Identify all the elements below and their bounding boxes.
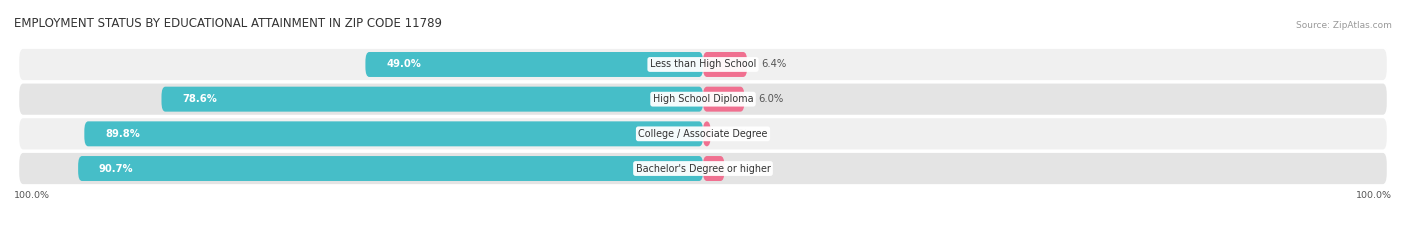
Text: College / Associate Degree: College / Associate Degree: [638, 129, 768, 139]
Text: Bachelor's Degree or higher: Bachelor's Degree or higher: [636, 164, 770, 174]
Text: 3.1%: 3.1%: [738, 164, 763, 174]
FancyBboxPatch shape: [18, 48, 1388, 81]
Text: Less than High School: Less than High School: [650, 59, 756, 69]
Text: Source: ZipAtlas.com: Source: ZipAtlas.com: [1296, 21, 1392, 30]
Text: 100.0%: 100.0%: [1355, 191, 1392, 200]
FancyBboxPatch shape: [84, 121, 703, 146]
Text: 100.0%: 100.0%: [14, 191, 51, 200]
Text: 49.0%: 49.0%: [387, 59, 420, 69]
Text: 6.4%: 6.4%: [761, 59, 786, 69]
Text: EMPLOYMENT STATUS BY EDUCATIONAL ATTAINMENT IN ZIP CODE 11789: EMPLOYMENT STATUS BY EDUCATIONAL ATTAINM…: [14, 17, 441, 30]
Text: 1.1%: 1.1%: [724, 129, 749, 139]
Text: High School Diploma: High School Diploma: [652, 94, 754, 104]
FancyBboxPatch shape: [703, 52, 747, 77]
FancyBboxPatch shape: [162, 87, 703, 112]
FancyBboxPatch shape: [18, 82, 1388, 116]
FancyBboxPatch shape: [18, 117, 1388, 151]
Text: 78.6%: 78.6%: [183, 94, 217, 104]
FancyBboxPatch shape: [703, 87, 744, 112]
Text: 90.7%: 90.7%: [98, 164, 134, 174]
FancyBboxPatch shape: [703, 156, 724, 181]
FancyBboxPatch shape: [18, 152, 1388, 185]
FancyBboxPatch shape: [366, 52, 703, 77]
FancyBboxPatch shape: [703, 121, 710, 146]
FancyBboxPatch shape: [79, 156, 703, 181]
Text: 89.8%: 89.8%: [105, 129, 139, 139]
Text: 6.0%: 6.0%: [758, 94, 783, 104]
